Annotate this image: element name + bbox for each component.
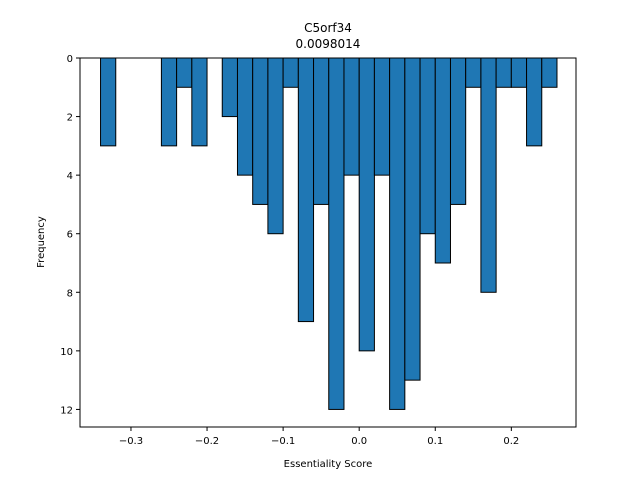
chart-subtitle: 0.0098014	[296, 37, 361, 51]
histogram-bar-14	[373, 57, 391, 176]
histogram-bar-19	[449, 57, 467, 205]
histogram-bar-24	[526, 57, 543, 147]
histogram-bar-2	[176, 57, 193, 88]
histogram-bar-9	[297, 57, 315, 323]
histogram-bar-13	[358, 57, 375, 352]
histogram-bar-12	[343, 57, 360, 176]
x-tick-label-5: 0.2	[503, 436, 519, 447]
y-tick-label-5: 10	[60, 347, 73, 358]
y-tick-label-2: 4	[67, 171, 73, 182]
y-tick-label-6: 12	[60, 405, 73, 416]
y-tick-label-4: 8	[67, 288, 73, 299]
histogram-bar-16	[404, 57, 421, 381]
histogram-bar-10	[313, 57, 330, 205]
x-tick-label-1: −0.2	[195, 436, 219, 447]
x-tick-label-4: 0.1	[427, 436, 443, 447]
histogram-bar-20	[465, 57, 482, 88]
histogram-bar-0	[100, 57, 117, 147]
histogram-bar-3	[191, 57, 208, 147]
histogram-bar-11	[328, 57, 345, 410]
plot-frame	[79, 57, 577, 428]
x-axis-label: Essentiality Score	[284, 459, 373, 470]
x-tick-label-0: −0.3	[119, 436, 143, 447]
histogram-bar-17	[419, 57, 436, 235]
histogram-bar-15	[389, 57, 406, 410]
y-tick-label-3: 6	[67, 230, 73, 241]
histogram-bar-5	[236, 57, 254, 176]
bars-group	[100, 57, 558, 410]
histogram-bar-23	[510, 57, 528, 88]
y-tick-label-0: 0	[67, 54, 73, 65]
chart-title: C5orf34	[304, 21, 352, 35]
y-axis-ticks: 0 2 4 6 8 10 12	[60, 54, 80, 416]
histogram-bar-1	[160, 57, 178, 147]
histogram-bar-18	[434, 57, 451, 264]
histogram-bar-6	[252, 57, 269, 205]
histogram-bar-4	[221, 57, 238, 118]
x-axis-ticks: −0.3 −0.2 −0.1 0.0 0.1 0.2	[119, 427, 519, 447]
histogram-bar-8	[282, 57, 299, 88]
histogram-bar-22	[495, 57, 512, 88]
x-tick-label-2: −0.1	[271, 436, 295, 447]
histogram-bar-7	[267, 57, 284, 235]
y-axis-label: Frequency	[36, 216, 47, 268]
histogram-bar-21	[480, 57, 497, 293]
x-tick-label-3: 0.0	[351, 436, 367, 447]
y-tick-label-1: 2	[67, 113, 73, 124]
histogram-bar-25	[541, 57, 558, 88]
